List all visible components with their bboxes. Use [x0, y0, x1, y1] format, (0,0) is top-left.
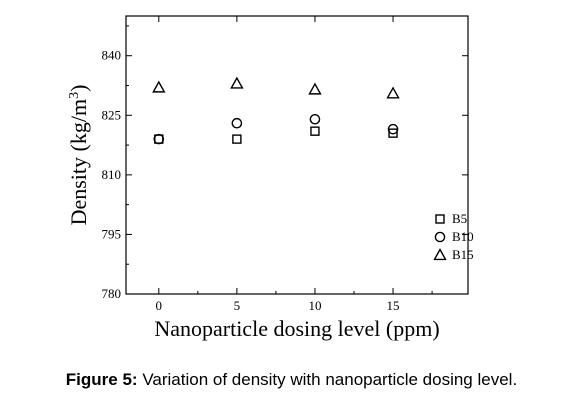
legend-label-b5: B5 [452, 211, 467, 226]
marker-b10 [309, 113, 321, 125]
x-tick-label: 15 [387, 298, 400, 313]
legend-label-b10: B10 [452, 229, 474, 244]
legend-label-b15: B15 [452, 247, 474, 262]
y-axis-label-main: Density (kg/m [66, 99, 91, 226]
x-tick-label: 5 [234, 298, 241, 313]
y-tick-label: 810 [102, 167, 122, 182]
density-chart: 0 5 10 15 780 795 810 825 840 Nanoparticle dosin… [66, 15, 474, 341]
x-tick-label: 10 [308, 298, 321, 313]
x-axis-label: Nanoparticle dosing level (ppm) [154, 316, 439, 341]
x-tick-label: 0 [156, 298, 163, 313]
y-tick-label: 795 [102, 226, 122, 241]
marker-b15 [386, 86, 400, 99]
figure-caption: Figure 5: Variation of density with nano… [0, 370, 583, 390]
y-tick-label: 780 [102, 286, 122, 301]
marker-b10 [387, 123, 399, 135]
legend-marker-b15 [433, 248, 447, 261]
legend-marker-b10 [434, 231, 446, 243]
y-tick-label: 840 [102, 48, 122, 63]
marker-b15 [230, 76, 244, 89]
marker-b5 [310, 126, 320, 136]
axis-tick-labels: 0 5 10 15 780 795 810 825 840 [102, 48, 400, 313]
axis-ticks [126, 16, 468, 295]
y-axis-label: Density (kg/m3) [66, 85, 91, 226]
marker-b15 [308, 82, 322, 95]
marker-b5 [232, 134, 242, 144]
y-tick-label: 825 [102, 107, 122, 122]
y-axis-label-superscript: 3 [67, 92, 82, 99]
marker-b10 [153, 133, 165, 145]
plot-frame [125, 15, 469, 295]
legend: B5 B10 B15 [433, 211, 474, 262]
data-markers [152, 76, 400, 145]
marker-b10 [231, 117, 243, 129]
figure-caption-text: Variation of density with nanoparticle d… [142, 370, 518, 389]
legend-marker-b5 [435, 214, 445, 224]
figure-caption-label: Figure 5: [65, 370, 138, 389]
marker-b15 [152, 80, 166, 93]
y-axis-label-close: ) [66, 85, 91, 92]
marker-b5 [388, 128, 398, 138]
